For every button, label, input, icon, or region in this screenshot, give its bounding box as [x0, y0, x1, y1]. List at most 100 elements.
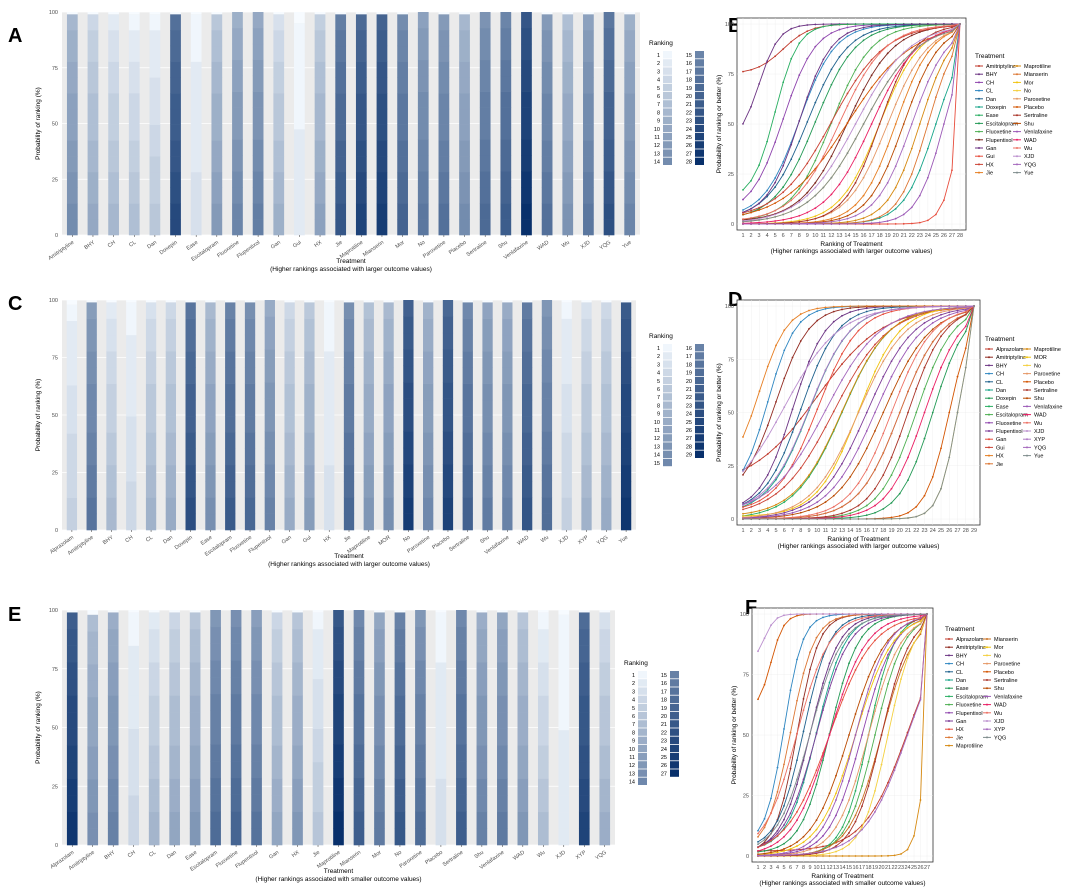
legend-label: 9 [657, 119, 660, 125]
series-point [782, 161, 785, 163]
bar-segment [343, 367, 355, 384]
legend-swatch-dot [1026, 372, 1028, 375]
bar-segment [521, 187, 532, 204]
bar-dan [165, 300, 177, 531]
series-point [835, 647, 837, 649]
series-point [742, 503, 744, 506]
series-point [865, 338, 868, 340]
series-point [757, 829, 759, 832]
series-point [865, 430, 868, 432]
series-point [742, 470, 744, 473]
bar-segment [363, 367, 374, 384]
series-point [774, 209, 777, 212]
series-point [776, 851, 779, 854]
series-point [849, 430, 852, 432]
bar-segment [374, 828, 385, 846]
series-point [893, 633, 896, 636]
series-point [874, 313, 876, 315]
series-point [816, 388, 819, 390]
bar-segment [264, 513, 275, 531]
series-point [848, 633, 850, 635]
bar-segment [479, 155, 491, 172]
x-tick-label: Gui [292, 240, 302, 250]
series-point [890, 306, 893, 309]
bar-segment [145, 464, 157, 482]
bar-segment [343, 318, 355, 336]
bar-segment [244, 464, 256, 482]
series-point [848, 810, 850, 813]
series-point [902, 145, 905, 148]
bar-segment [230, 626, 242, 644]
series-point [809, 756, 811, 759]
bar-segment [312, 761, 324, 779]
series-point [870, 58, 873, 61]
bar-segment [232, 219, 243, 236]
bar-cap [145, 300, 157, 303]
bar-segment [230, 610, 242, 628]
bar-segment [128, 712, 140, 729]
series-point [806, 191, 809, 194]
bar-segment [620, 302, 632, 319]
series-point [822, 37, 825, 40]
series-point [775, 456, 777, 458]
bar-segment [284, 448, 295, 466]
x-tick-label: 16 [860, 233, 866, 239]
bar-segment [205, 448, 216, 466]
bar-segment [397, 77, 408, 94]
bar-segment [479, 203, 491, 220]
x-tick-label: Jie [335, 240, 344, 249]
series-point [898, 514, 901, 517]
series-point [913, 613, 915, 616]
legend-label: Mianserin [1024, 72, 1048, 78]
series-point [846, 194, 849, 197]
bar-segment [264, 349, 275, 367]
legend-label: Jie [986, 171, 993, 177]
series-point [886, 145, 889, 148]
series-point [857, 492, 860, 495]
series-point [790, 206, 793, 209]
bar-segment [264, 497, 275, 514]
bar-segment [502, 383, 513, 401]
legend-label: XJD [1034, 429, 1044, 435]
series-point [956, 313, 959, 316]
bar-segment [603, 139, 615, 156]
bar-segment [232, 107, 243, 124]
bar-cap [66, 610, 78, 613]
series-point [841, 613, 844, 615]
series-wu [742, 305, 975, 520]
series-point [867, 622, 870, 625]
bar-segment [558, 664, 570, 681]
bar-segment [324, 399, 335, 417]
bar-placebo [435, 610, 447, 846]
legend-swatch-dot [986, 695, 988, 698]
bar-segment [459, 156, 470, 173]
bar-segment [205, 318, 216, 336]
bar-cap [170, 12, 181, 15]
series-point [806, 222, 809, 225]
series-point [783, 624, 785, 627]
bar-segment [148, 795, 160, 813]
bar-segment [324, 481, 335, 498]
series-point [934, 152, 937, 155]
series-point [841, 682, 844, 685]
series-point [775, 503, 777, 506]
bar-segment [165, 318, 177, 336]
series-point [956, 318, 959, 321]
bar-no [403, 300, 414, 531]
bar-cap [581, 300, 592, 303]
series-point [956, 308, 959, 311]
series-point [814, 207, 817, 210]
x-tick-label: 4 [766, 528, 769, 534]
series-point [854, 189, 857, 192]
bar-segment [394, 678, 406, 696]
bar-segment [502, 497, 513, 515]
series-point [828, 621, 831, 624]
series-wu [742, 23, 961, 220]
series-point [822, 613, 824, 615]
series-point [964, 310, 967, 313]
series-point [742, 501, 744, 504]
bar-segment [294, 129, 305, 145]
bar-segment [558, 729, 570, 747]
bar-segment [232, 155, 243, 172]
x-tick-label: Yue [618, 535, 629, 545]
